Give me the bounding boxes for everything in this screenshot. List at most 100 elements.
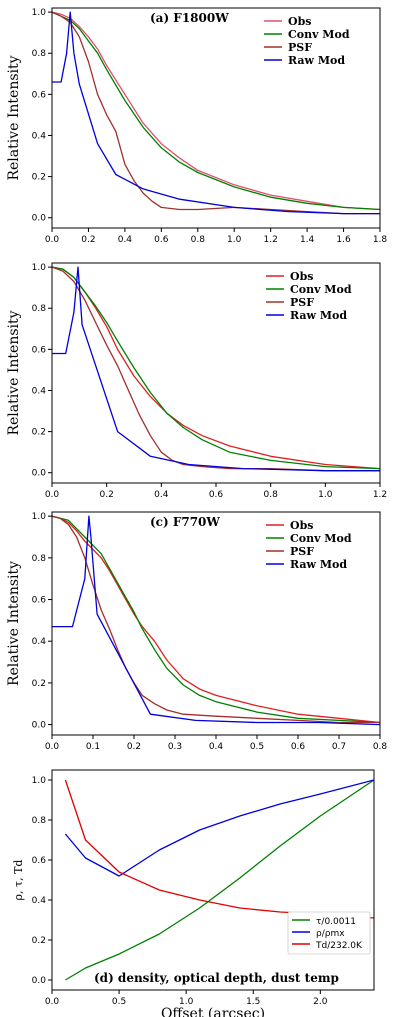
x-tick-label: 0.4 <box>154 490 169 500</box>
series-group <box>52 11 380 215</box>
x-tick-label: 0.0 <box>45 235 60 245</box>
series-line-3 <box>52 11 380 215</box>
y-tick-label: 0.8 <box>32 304 47 314</box>
x-tick-label: 1.2 <box>373 490 387 500</box>
series-line-3 <box>64 779 374 919</box>
x-tick-label: 1.4 <box>300 235 315 245</box>
y-tick-label: 1.0 <box>32 8 47 18</box>
panel-2: 0.0 0.2 0.4 0.6 0.8 1.0 1.2 0.0 0.2 0.4 0.6 0.8 1.0 R… <box>6 262 387 500</box>
x-tick-label: 1.0 <box>179 997 194 1007</box>
x-tick-label: 0.1 <box>86 742 100 752</box>
x-tick-label: 0.6 <box>291 742 306 752</box>
x-tick-label: 0.8 <box>191 235 206 245</box>
y-tick-label: 1.0 <box>32 776 47 786</box>
y-tick-label: 0.6 <box>32 90 47 100</box>
y-tick-label: 0.2 <box>32 679 46 689</box>
x-tick-label: 0.2 <box>100 490 114 500</box>
legend-label: Raw Mod <box>288 54 345 67</box>
y-tick-label: 0.0 <box>32 469 47 479</box>
legend-label: Obs <box>288 15 311 28</box>
series-line-4 <box>52 515 380 726</box>
y-tick-label: 0.6 <box>32 856 47 866</box>
series-line-1 <box>65 779 374 981</box>
y-axis-label: Relative Intensity <box>6 55 22 180</box>
y-tick-label: 1.0 <box>32 512 47 522</box>
panel-3: 0.0 0.1 0.2 0.3 0.4 0.5 0.6 0.7 0.8 0.0 0.2 0.4 0.6 0… <box>6 511 388 752</box>
y-tick-label: 0.2 <box>32 936 46 946</box>
y-tick-label: 0.4 <box>32 131 47 141</box>
x-tick-label: 0.6 <box>154 235 169 245</box>
series-line-2 <box>64 779 374 877</box>
legend-label: Obs <box>290 519 313 532</box>
x-tick-label: 2.0 <box>313 997 328 1007</box>
panel-title: (c) F770W <box>150 515 220 529</box>
x-tick-label: 0.0 <box>45 490 60 500</box>
panel-4: 0.0 0.5 1.0 1.5 2.0 0.0 0.2 0.4 0.6 0.8 1.0 ρ, τ, T… <box>12 769 375 1017</box>
series-line-1 <box>52 515 380 724</box>
y-tick-label: 0.8 <box>32 816 47 826</box>
series-line-2 <box>52 515 380 724</box>
plot-frame <box>51 7 381 229</box>
y-tick-label: 0.6 <box>32 345 47 355</box>
x-tick-label: 0.8 <box>373 742 388 752</box>
y-axis-label: Relative Intensity <box>6 310 22 435</box>
x-tick-label: 0.2 <box>127 742 141 752</box>
y-axis-label: Relative Intensity <box>6 561 22 686</box>
legend-label: ρ/ρmx <box>316 929 345 939</box>
x-tick-label: 0.7 <box>332 742 346 752</box>
x-tick-label: 0.2 <box>81 235 95 245</box>
series-group <box>52 515 380 726</box>
y-tick-label: 0.4 <box>32 896 47 906</box>
legend-label: PSF <box>290 545 314 558</box>
x-tick-label: 0.0 <box>45 742 60 752</box>
panel-1: 0.0 0.2 0.4 0.6 0.8 1.0 1.2 1.4 1.6 1.8 0.0 0.2 0.4 0… <box>6 7 388 245</box>
x-axis-label: Offset (arcsec) <box>161 1006 265 1017</box>
x-tick-label: 1.0 <box>318 490 333 500</box>
panel-title: (d) density, optical depth, dust temp <box>94 971 339 985</box>
x-tick-label: 0.6 <box>209 490 224 500</box>
legend-label: Obs <box>290 270 313 283</box>
y-tick-label: 0.0 <box>32 976 47 986</box>
y-tick-label: 0.8 <box>32 554 47 564</box>
x-tick-label: 0.0 <box>45 997 60 1007</box>
x-tick-label: 1.2 <box>264 235 278 245</box>
legend-label: Conv Mod <box>290 532 352 545</box>
x-tick-label: 1.8 <box>373 235 388 245</box>
series-line-2 <box>52 11 380 211</box>
x-tick-label: 0.3 <box>168 742 182 752</box>
y-axis-label: ρ, τ, Td <box>12 860 25 901</box>
series-group <box>52 266 380 472</box>
panel-title: (a) F1800W <box>150 11 229 25</box>
x-tick-label: 1.0 <box>227 235 242 245</box>
legend-label: Conv Mod <box>288 28 350 41</box>
series-line-4 <box>52 266 380 472</box>
plot-frame <box>51 769 375 991</box>
y-tick-label: 0.6 <box>32 596 47 606</box>
y-tick-label: 0.0 <box>32 721 47 731</box>
legend-label: τ/0.0011 <box>316 917 356 927</box>
y-tick-label: 0.0 <box>32 214 47 224</box>
x-tick-label: 0.4 <box>209 742 224 752</box>
x-tick-label: 1.5 <box>246 997 260 1007</box>
series-line-1 <box>52 11 380 211</box>
y-tick-label: 0.4 <box>32 386 47 396</box>
legend: τ/0.0011 ρ/ρmx Td/232.0K <box>287 911 371 955</box>
y-tick-label: 1.0 <box>32 263 47 273</box>
x-tick-label: 0.8 <box>264 490 279 500</box>
y-tick-label: 0.2 <box>32 428 46 438</box>
y-tick-label: 0.8 <box>32 49 47 59</box>
series-line-2 <box>52 266 380 470</box>
legend-label: Conv Mod <box>290 283 352 296</box>
x-tick-label: 1.6 <box>336 235 351 245</box>
series-line-4 <box>52 11 380 215</box>
legend-label: PSF <box>290 296 314 309</box>
series-line-3 <box>52 515 380 724</box>
x-tick-label: 0.4 <box>118 235 133 245</box>
legend-label: Td/232.0K <box>315 941 363 951</box>
legend-label: PSF <box>288 41 312 54</box>
series-line-1 <box>52 266 380 470</box>
